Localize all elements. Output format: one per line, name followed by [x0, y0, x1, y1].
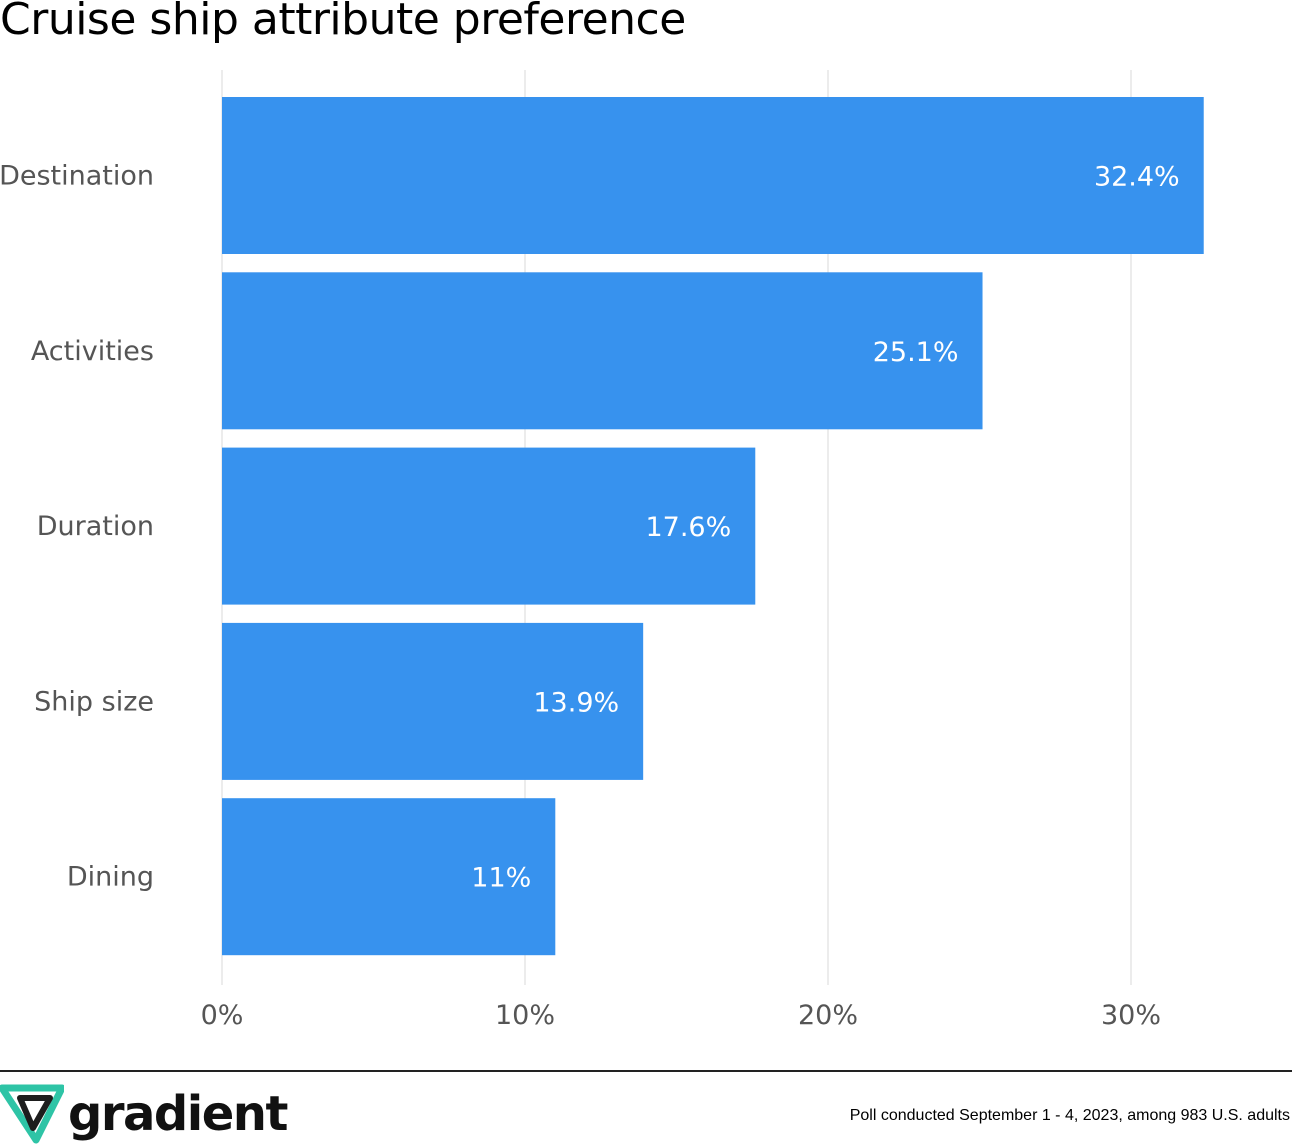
category-label: Dining [67, 862, 154, 893]
data-label: 17.6% [645, 512, 731, 543]
data-label: 32.4% [1094, 162, 1180, 193]
x-tick-label: 20% [798, 1000, 858, 1031]
poll-note: Poll conducted September 1 - 4, 2023, am… [849, 1107, 1290, 1124]
x-tick-label: 10% [495, 1000, 555, 1031]
data-label: 25.1% [873, 337, 959, 368]
chart-title: Cruise ship attribute preference [0, 0, 686, 45]
category-label: Duration [37, 511, 154, 542]
bar [222, 97, 1204, 254]
bar [222, 272, 983, 430]
category-label: Activities [31, 336, 154, 367]
gradient-logo-icon [0, 1084, 64, 1144]
data-label: 13.9% [533, 687, 619, 718]
x-tick-label: 0% [201, 1000, 244, 1031]
category-label: Destination [0, 161, 154, 192]
x-tick-label: 30% [1101, 1000, 1161, 1031]
category-label: Ship size [34, 686, 154, 717]
bar-chart: 0% 10% 20% 30% Destination 32.4% Activities 25.… [0, 70, 1204, 1031]
footer-divider [0, 1070, 1292, 1072]
gradient-logo: gradient [0, 1084, 288, 1144]
bar [222, 798, 556, 956]
bar [222, 447, 756, 605]
data-label: 11% [471, 863, 531, 894]
gradient-logo-text: gradient [68, 1086, 288, 1142]
bar [222, 622, 644, 780]
